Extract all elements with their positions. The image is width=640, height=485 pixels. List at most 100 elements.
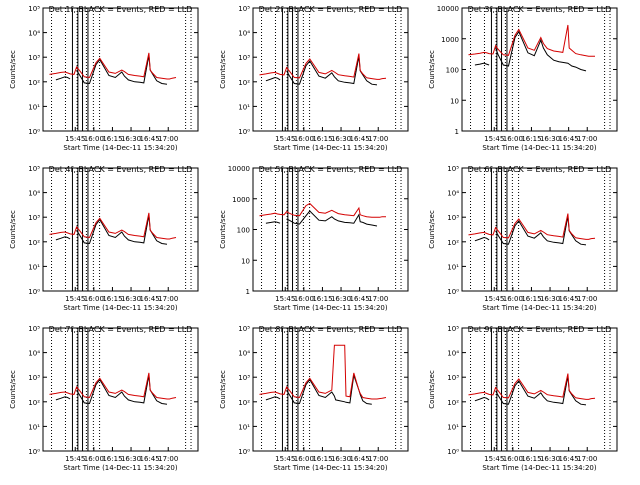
events-series-line [475, 216, 591, 262]
x-axis-label: Start Time (14-Dec-11 15:34:20) [482, 144, 596, 152]
y-tick-label: 10 [241, 257, 250, 265]
y-tick-label: 10² [238, 399, 250, 407]
y-tick-label: 10⁵ [28, 5, 40, 13]
panel-title: Det 3f, BLACK = Events, RED = LLD [468, 5, 612, 14]
detector-panel: Det 9f, BLACK = Events, RED = LLD 10⁰ 10¹ 1… [428, 325, 618, 472]
panel-title: Det 7f, BLACK = Events, RED = LLD [49, 325, 193, 334]
panel-title: Det 1f, BLACK = Events, RED = LLD [49, 5, 193, 14]
x-tick-label: 16:15 [312, 455, 332, 463]
x-tick-label: 16:00 [503, 135, 523, 143]
y-tick-label: 10⁴ [447, 190, 459, 198]
plot-frame [42, 7, 199, 132]
y-tick-label: 100 [446, 67, 459, 75]
y-tick-label: 10³ [238, 374, 250, 382]
y-tick-label: 10⁴ [238, 30, 250, 38]
x-tick-label: 16:30 [331, 455, 351, 463]
y-tick-label: 10⁰ [28, 128, 40, 136]
y-tick-label: 10¹ [447, 423, 459, 431]
y-tick-label: 10¹ [238, 103, 250, 111]
panel-title: Det 4f, BLACK = Events, RED = LLD [49, 165, 193, 174]
y-tick-label: 10² [28, 79, 40, 87]
events-series-line [475, 376, 591, 422]
x-tick-label: 16:15 [521, 135, 541, 143]
x-tick-label: 17:00 [158, 295, 178, 303]
y-tick-label: 10³ [447, 214, 459, 222]
events-series-line [266, 375, 382, 424]
plot-frame [42, 327, 199, 452]
y-tick-label: 10² [238, 79, 250, 87]
y-tick-label: 10⁰ [28, 288, 40, 296]
detector-panel: Det 4f, BLACK = Events, RED = LLD 10⁰ 10¹ 1… [9, 165, 199, 312]
x-tick-label: 15:45 [484, 135, 504, 143]
y-tick-label: 10⁵ [28, 165, 40, 173]
y-axis-label: Counts/sec [9, 370, 17, 409]
detector-panel: Det 6f, BLACK = Events, RED = LLD 10⁰ 10¹ 1… [428, 165, 618, 312]
lld-series-line [468, 373, 596, 400]
lld-series-line [49, 212, 177, 240]
plot-frame [252, 327, 409, 452]
y-tick-label: 10³ [28, 374, 40, 382]
x-tick-label: 16:30 [540, 455, 560, 463]
x-tick-label: 15:45 [65, 295, 85, 303]
x-axis-label: Start Time (14-Dec-11 15:34:20) [273, 304, 387, 312]
x-tick-label: 16:00 [503, 455, 523, 463]
x-tick-label: 16:15 [102, 295, 122, 303]
y-tick-label: 10¹ [447, 263, 459, 271]
x-tick-label: 15:45 [65, 135, 85, 143]
y-tick-label: 10⁰ [447, 288, 459, 296]
y-tick-label: 10³ [447, 374, 459, 382]
y-axis-label: Counts/sec [428, 50, 436, 89]
y-tick-label: 10⁵ [238, 325, 250, 333]
x-tick-label: 16:30 [540, 295, 560, 303]
y-tick-label: 1000 [232, 196, 250, 204]
x-tick-label: 16:15 [312, 295, 332, 303]
x-tick-label: 16:15 [102, 135, 122, 143]
x-tick-label: 16:45 [350, 295, 370, 303]
x-tick-label: 16:00 [294, 135, 314, 143]
detector-panel: Det 7f, BLACK = Events, RED = LLD 10⁰ 10¹ 1… [9, 325, 199, 472]
events-series-line [56, 55, 172, 104]
y-tick-label: 100 [237, 227, 250, 235]
y-tick-label: 10000 [437, 5, 459, 13]
y-axis-label: Counts/sec [219, 50, 227, 89]
x-tick-label: 16:45 [140, 455, 160, 463]
x-axis-label: Start Time (14-Dec-11 15:34:20) [273, 464, 387, 472]
x-tick-label: 17:00 [158, 455, 178, 463]
y-tick-label: 10² [447, 239, 459, 247]
x-axis-label: Start Time (14-Dec-11 15:34:20) [63, 144, 177, 152]
y-tick-label: 10² [447, 399, 459, 407]
events-series-line [56, 375, 172, 424]
x-tick-label: 16:45 [350, 455, 370, 463]
x-tick-label: 16:00 [84, 455, 104, 463]
x-tick-label: 17:00 [577, 295, 597, 303]
events-series-line [266, 211, 382, 242]
y-tick-label: 10⁰ [28, 448, 40, 456]
x-tick-label: 16:15 [521, 295, 541, 303]
plot-frame [461, 167, 618, 292]
y-tick-label: 10² [28, 399, 40, 407]
x-axis-label: Start Time (14-Dec-11 15:34:20) [63, 464, 177, 472]
x-tick-label: 16:45 [350, 135, 370, 143]
y-axis-label: Counts/sec [428, 210, 436, 249]
y-tick-label: 10⁴ [447, 350, 459, 358]
y-tick-label: 10⁰ [238, 448, 250, 456]
y-axis-label: Counts/sec [428, 370, 436, 409]
detector-panel: Det 8f, BLACK = Events, RED = LLD 10⁰ 10¹ 1… [219, 325, 409, 472]
x-tick-label: 16:30 [121, 295, 141, 303]
y-tick-label: 10¹ [28, 423, 40, 431]
x-tick-label: 15:45 [275, 455, 295, 463]
x-tick-label: 16:00 [503, 295, 523, 303]
x-tick-label: 16:15 [312, 135, 332, 143]
x-tick-label: 17:00 [577, 455, 597, 463]
y-tick-label: 10¹ [28, 103, 40, 111]
y-axis-label: Counts/sec [9, 210, 17, 249]
x-tick-label: 17:00 [368, 295, 388, 303]
x-tick-label: 16:15 [521, 455, 541, 463]
y-tick-label: 1 [455, 128, 459, 136]
plot-frame [252, 167, 409, 292]
panel-title: Det 2f, BLACK = Events, RED = LLD [259, 5, 403, 14]
y-axis-label: Counts/sec [9, 50, 17, 89]
y-tick-label: 10⁴ [28, 30, 40, 38]
detector-panel: Det 3f, BLACK = Events, RED = LLD 1 10 100 1… [428, 5, 618, 152]
y-tick-label: 10² [28, 239, 40, 247]
